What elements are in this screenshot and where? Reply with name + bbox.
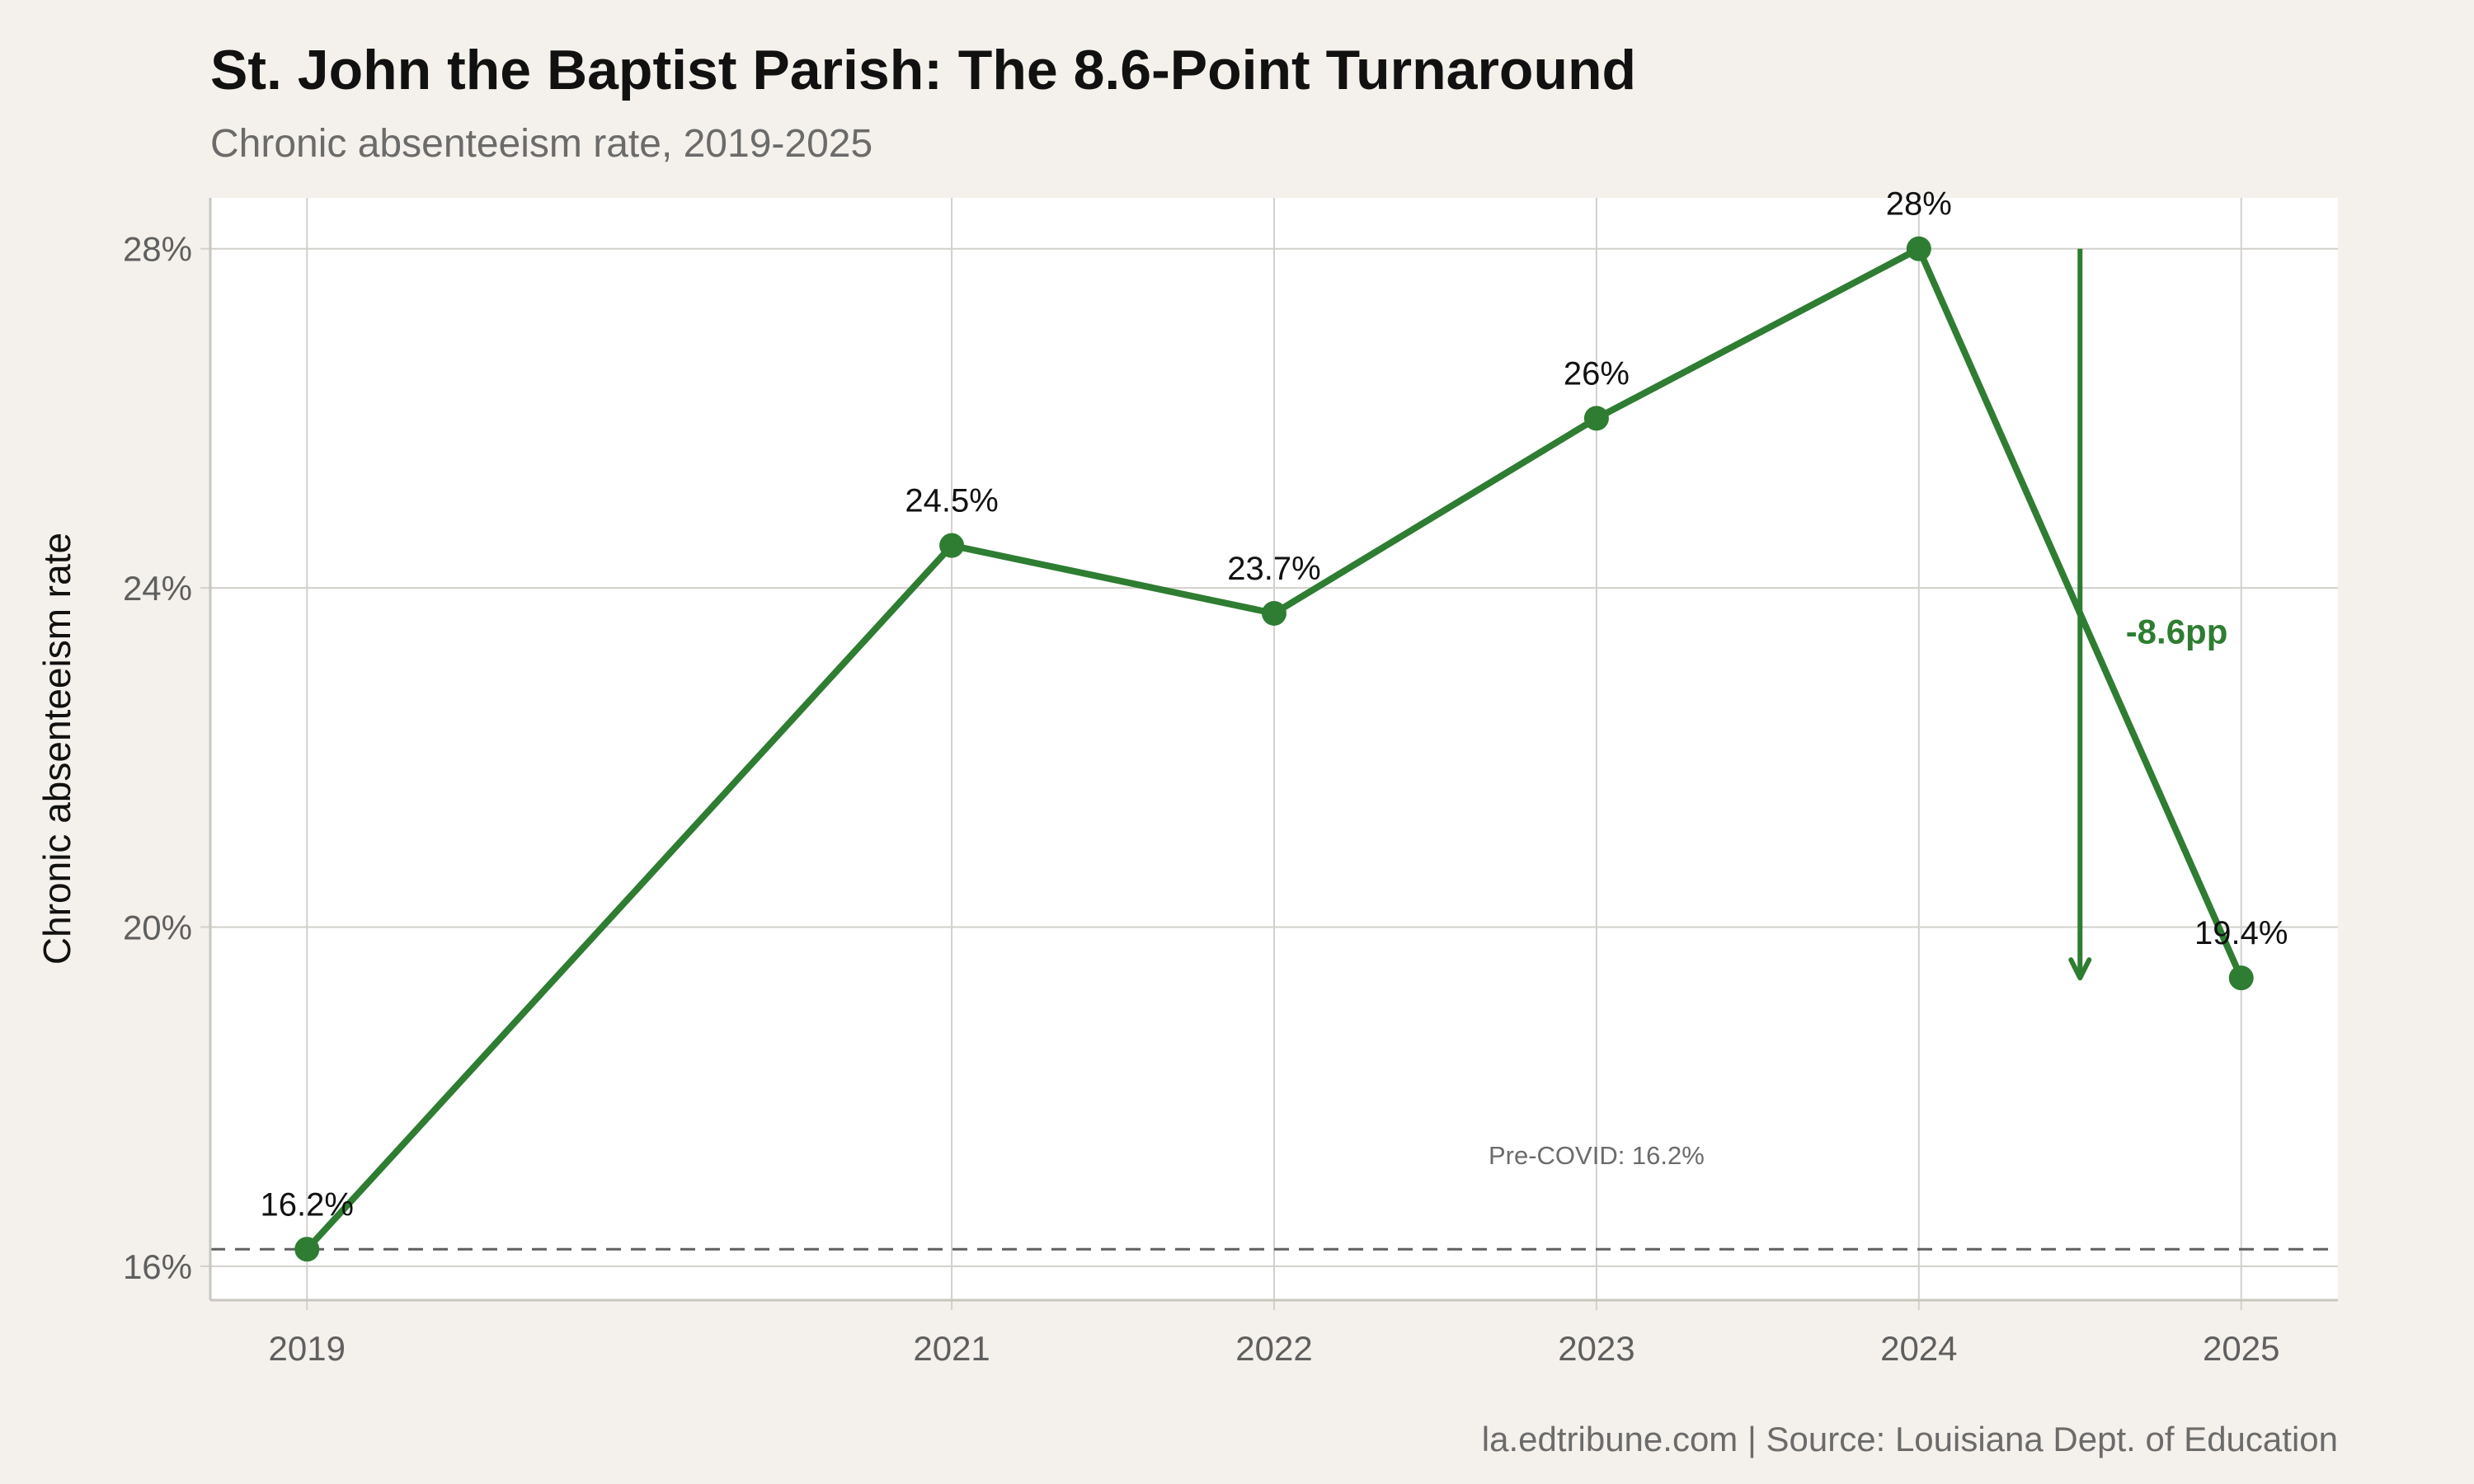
series-line xyxy=(303,245,2245,1253)
x-tick-label: 2019 xyxy=(269,1329,346,1368)
data-label: 24.5% xyxy=(905,483,998,519)
data-point xyxy=(1583,406,1609,431)
change-arrow-head xyxy=(2068,957,2092,981)
x-tick-label: 2024 xyxy=(1880,1329,1957,1368)
reference-line-label: Pre-COVID: 16.2% xyxy=(1489,1141,1705,1170)
data-point xyxy=(1906,236,1931,261)
grid-lines xyxy=(210,198,2338,1300)
data-label: 26% xyxy=(1564,355,1630,392)
data-point xyxy=(294,1237,320,1262)
data-point xyxy=(2228,965,2254,991)
data-label: 19.4% xyxy=(2194,915,2288,951)
x-tick-label: 2023 xyxy=(1558,1329,1634,1368)
chart-subtitle: Chronic absenteeism rate, 2019-2025 xyxy=(210,122,872,166)
data-label: 23.7% xyxy=(1227,551,1320,587)
y-tick-label: 24% xyxy=(123,569,192,608)
data-point xyxy=(939,533,965,558)
x-tick-label: 2022 xyxy=(1235,1329,1312,1368)
x-tick-label: 2021 xyxy=(913,1329,990,1368)
y-tick-label: 28% xyxy=(123,230,192,269)
axes: 16% 20% 24% 28% 2019 2021 2022 2023 2024 2025 xyxy=(123,198,2338,1368)
change-label: -8.6pp xyxy=(2126,613,2228,651)
data-label: 16.2% xyxy=(261,1186,354,1223)
series-line-group xyxy=(294,236,2254,1262)
chart-title: St. John the Baptist Parish: The 8.6-Poi… xyxy=(210,39,1636,101)
y-tick-label: 20% xyxy=(123,908,192,946)
data-label: 28% xyxy=(1886,186,1952,223)
change-arrow-group: -8.6pp xyxy=(2068,248,2228,981)
x-tick-label: 2025 xyxy=(2203,1329,2279,1368)
y-axis-label: Chronic absenteeism rate xyxy=(35,533,78,965)
data-labels: 16.2% 24.5% 23.7% 26% 28% 19.4% xyxy=(261,186,2288,1223)
data-point xyxy=(1262,600,1286,626)
reference-line-group: Pre-COVID: 16.2% xyxy=(210,1141,2338,1251)
y-tick-label: 16% xyxy=(123,1247,192,1286)
source-caption: la.edtribune.com | Source: Louisiana Dep… xyxy=(1482,1420,2338,1458)
